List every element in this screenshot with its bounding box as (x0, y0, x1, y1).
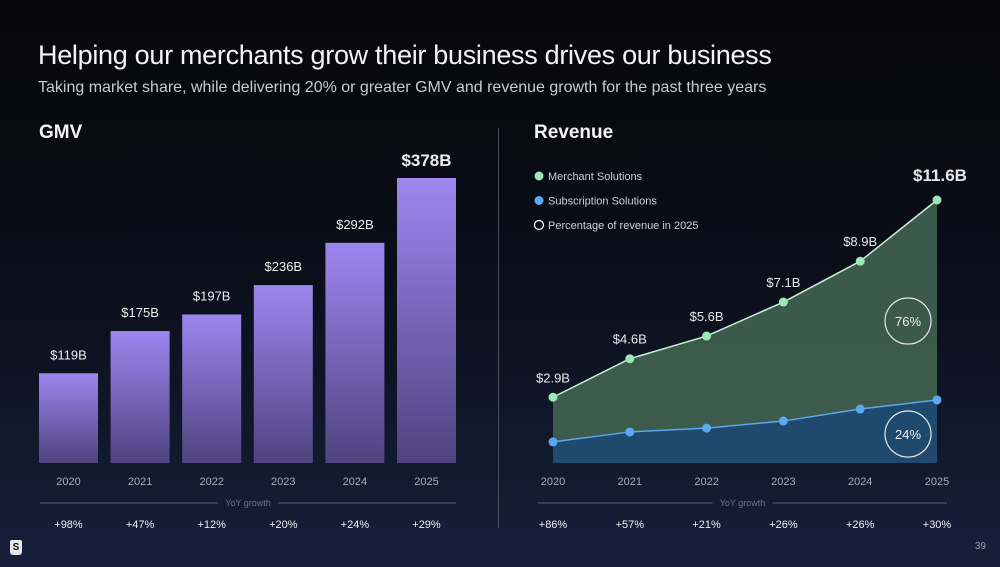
merchant-point (932, 195, 942, 205)
gmv-data-label: $292B (336, 217, 374, 232)
legend-marker (534, 171, 544, 181)
subscription-share-circle (884, 410, 932, 458)
revenue-growth-value: +21% (692, 519, 721, 531)
subscription-point (702, 423, 712, 433)
gmv-section-title: GMV (39, 122, 83, 143)
subscription-point (855, 404, 865, 414)
revenue-year-tick: 2023 (771, 476, 795, 488)
revenue-growth-value: +26% (846, 519, 875, 531)
merchant-share-label: 76% (895, 314, 921, 329)
merchant-point (778, 297, 788, 307)
gmv-bar (39, 373, 98, 463)
merchant-point (625, 354, 635, 364)
gmv-data-label: $119B (50, 347, 87, 362)
subscription-line (552, 399, 938, 443)
legend-marker (533, 219, 545, 231)
page-subtitle: Taking market share, while delivering 20… (38, 79, 767, 96)
gmv-growth-value: +29% (412, 519, 441, 531)
section-divider (498, 128, 499, 528)
revenue-data-label: $2.9B (536, 370, 570, 385)
gmv-growth-value: +20% (269, 519, 298, 531)
revenue-growth-value: +26% (769, 519, 798, 531)
revenue-yoy-growth-label: YoY growth (720, 498, 766, 508)
revenue-data-label: $7.1B (766, 275, 800, 290)
revenue-section-title: Revenue (534, 122, 614, 143)
gmv-data-label: $175B (121, 305, 159, 320)
revenue-year-tick: 2025 (925, 476, 949, 488)
gmv-bar (253, 285, 313, 463)
revenue-year-tick: 2020 (541, 476, 565, 488)
legend-item: Subscription Solutions (548, 196, 657, 208)
subscription-point (625, 427, 635, 437)
revenue-data-label: $5.6B (690, 309, 724, 324)
revenue-growth-value: +57% (616, 519, 645, 531)
legend-item: Percentage of revenue in 2025 (548, 220, 698, 232)
gmv-year-tick: 2025 (414, 476, 438, 488)
revenue-data-label: $8.9B (843, 234, 877, 249)
gmv-data-label: $378B (401, 151, 451, 170)
revenue-growth-value: +30% (923, 519, 952, 531)
subscription-share-label: 24% (895, 427, 921, 442)
gmv-year-tick: 2024 (343, 476, 367, 488)
legend-marker (534, 196, 544, 205)
page-title: Helping our merchants grow their busines… (38, 40, 772, 70)
gmv-year-tick: 2022 (199, 476, 223, 488)
gmv-year-tick: 2021 (128, 476, 152, 488)
revenue-year-tick: 2024 (848, 476, 872, 488)
gmv-bar (110, 331, 170, 463)
revenue-data-label: $11.6B (913, 166, 967, 185)
gmv-bar (397, 178, 456, 463)
gmv-data-label: $236B (265, 259, 303, 274)
revenue-data-label: $4.6B (613, 332, 647, 347)
merchant-point (702, 331, 712, 341)
gmv-bar (182, 314, 242, 463)
gmv-yoy-growth-label: YoY growth (225, 498, 271, 508)
subscription-point (548, 437, 558, 447)
gmv-growth-value: +12% (197, 519, 226, 531)
merchant-area (553, 200, 937, 463)
revenue-growth-value: +86% (539, 519, 568, 531)
gmv-growth-value: +24% (341, 519, 370, 531)
subscription-point (778, 416, 788, 426)
total-revenue-line (552, 199, 938, 398)
gmv-bar (325, 242, 385, 463)
revenue-year-tick: 2022 (694, 476, 718, 488)
gmv-data-label: $197B (193, 288, 231, 303)
merchant-share-circle (884, 297, 932, 345)
merchant-point (548, 392, 558, 402)
subscription-point (932, 395, 942, 405)
subscription-area (553, 399, 937, 463)
page-number: 39 (974, 541, 986, 552)
gmv-year-tick: 2020 (56, 476, 80, 488)
revenue-year-tick: 2021 (618, 476, 642, 488)
shopify-bag-icon: S (10, 540, 22, 555)
legend-item: Merchant Solutions (548, 171, 643, 183)
gmv-year-tick: 2023 (271, 476, 295, 488)
gmv-growth-value: +47% (126, 519, 155, 531)
gmv-growth-value: +98% (54, 519, 83, 531)
merchant-point (855, 256, 865, 266)
